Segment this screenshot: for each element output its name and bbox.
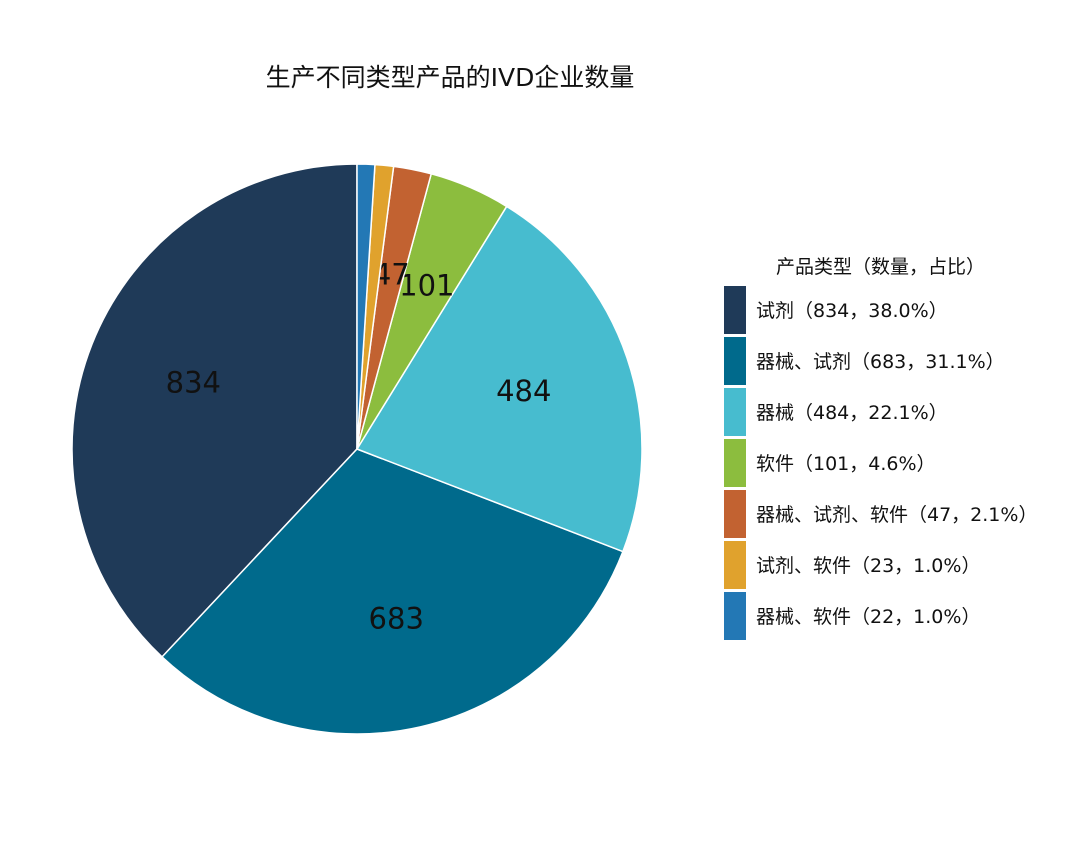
legend-label-0: 试剂（834，38.0%） bbox=[756, 300, 948, 322]
slice-data-label-1: 683 bbox=[369, 602, 424, 636]
legend-swatch-0 bbox=[724, 285, 746, 334]
legend-title: 产品类型（数量，占比） bbox=[776, 256, 986, 278]
slice-data-label-2: 484 bbox=[496, 374, 551, 408]
legend-item-4: 器械、试剂、软件（47，2.1%） bbox=[724, 488, 1037, 539]
slice-data-label-3: 101 bbox=[399, 268, 454, 302]
legend-swatch-6 bbox=[724, 591, 746, 640]
chart-title: 生产不同类型产品的IVD企业数量 bbox=[265, 63, 635, 92]
legend-swatch-1 bbox=[724, 336, 746, 385]
legend-item-1: 器械、试剂（683，31.1%） bbox=[724, 335, 1037, 386]
legend-swatch-2 bbox=[724, 387, 746, 436]
legend-label-5: 试剂、软件（23，1.0%） bbox=[756, 555, 981, 577]
legend-swatch-4 bbox=[724, 489, 746, 538]
legend-label-1: 器械、试剂（683，31.1%） bbox=[756, 351, 1005, 373]
legend-item-5: 试剂、软件（23，1.0%） bbox=[724, 539, 1037, 590]
legend-swatch-5 bbox=[724, 540, 746, 589]
pie-slice-2 bbox=[355, 205, 643, 553]
legend-item-2: 器械（484，22.1%） bbox=[724, 386, 1037, 437]
legend-swatch-3 bbox=[724, 438, 746, 487]
pie-slice-0 bbox=[71, 163, 358, 658]
legend-item-6: 器械、软件（22，1.0%） bbox=[724, 590, 1037, 641]
legend-label-6: 器械、软件（22，1.0%） bbox=[756, 606, 981, 628]
legend-items: 试剂（834，38.0%） 器械、试剂（683，31.1%） 器械（484，22.1… bbox=[724, 284, 1037, 641]
slice-data-label-0: 834 bbox=[166, 365, 221, 399]
legend: 产品类型（数量，占比） 试剂（834，38.0%） 器械、试剂（683，31.1%… bbox=[724, 250, 1037, 641]
pie-slice-1 bbox=[161, 448, 624, 735]
legend-label-3: 软件（101，4.6%） bbox=[756, 453, 936, 475]
legend-label-2: 器械（484，22.1%） bbox=[756, 402, 948, 424]
legend-label-4: 器械、试剂、软件（47，2.1%） bbox=[756, 504, 1038, 526]
legend-item-0: 试剂（834，38.0%） bbox=[724, 284, 1037, 335]
pie-slice-6 bbox=[356, 163, 376, 450]
legend-item-3: 软件（101，4.6%） bbox=[724, 437, 1037, 488]
